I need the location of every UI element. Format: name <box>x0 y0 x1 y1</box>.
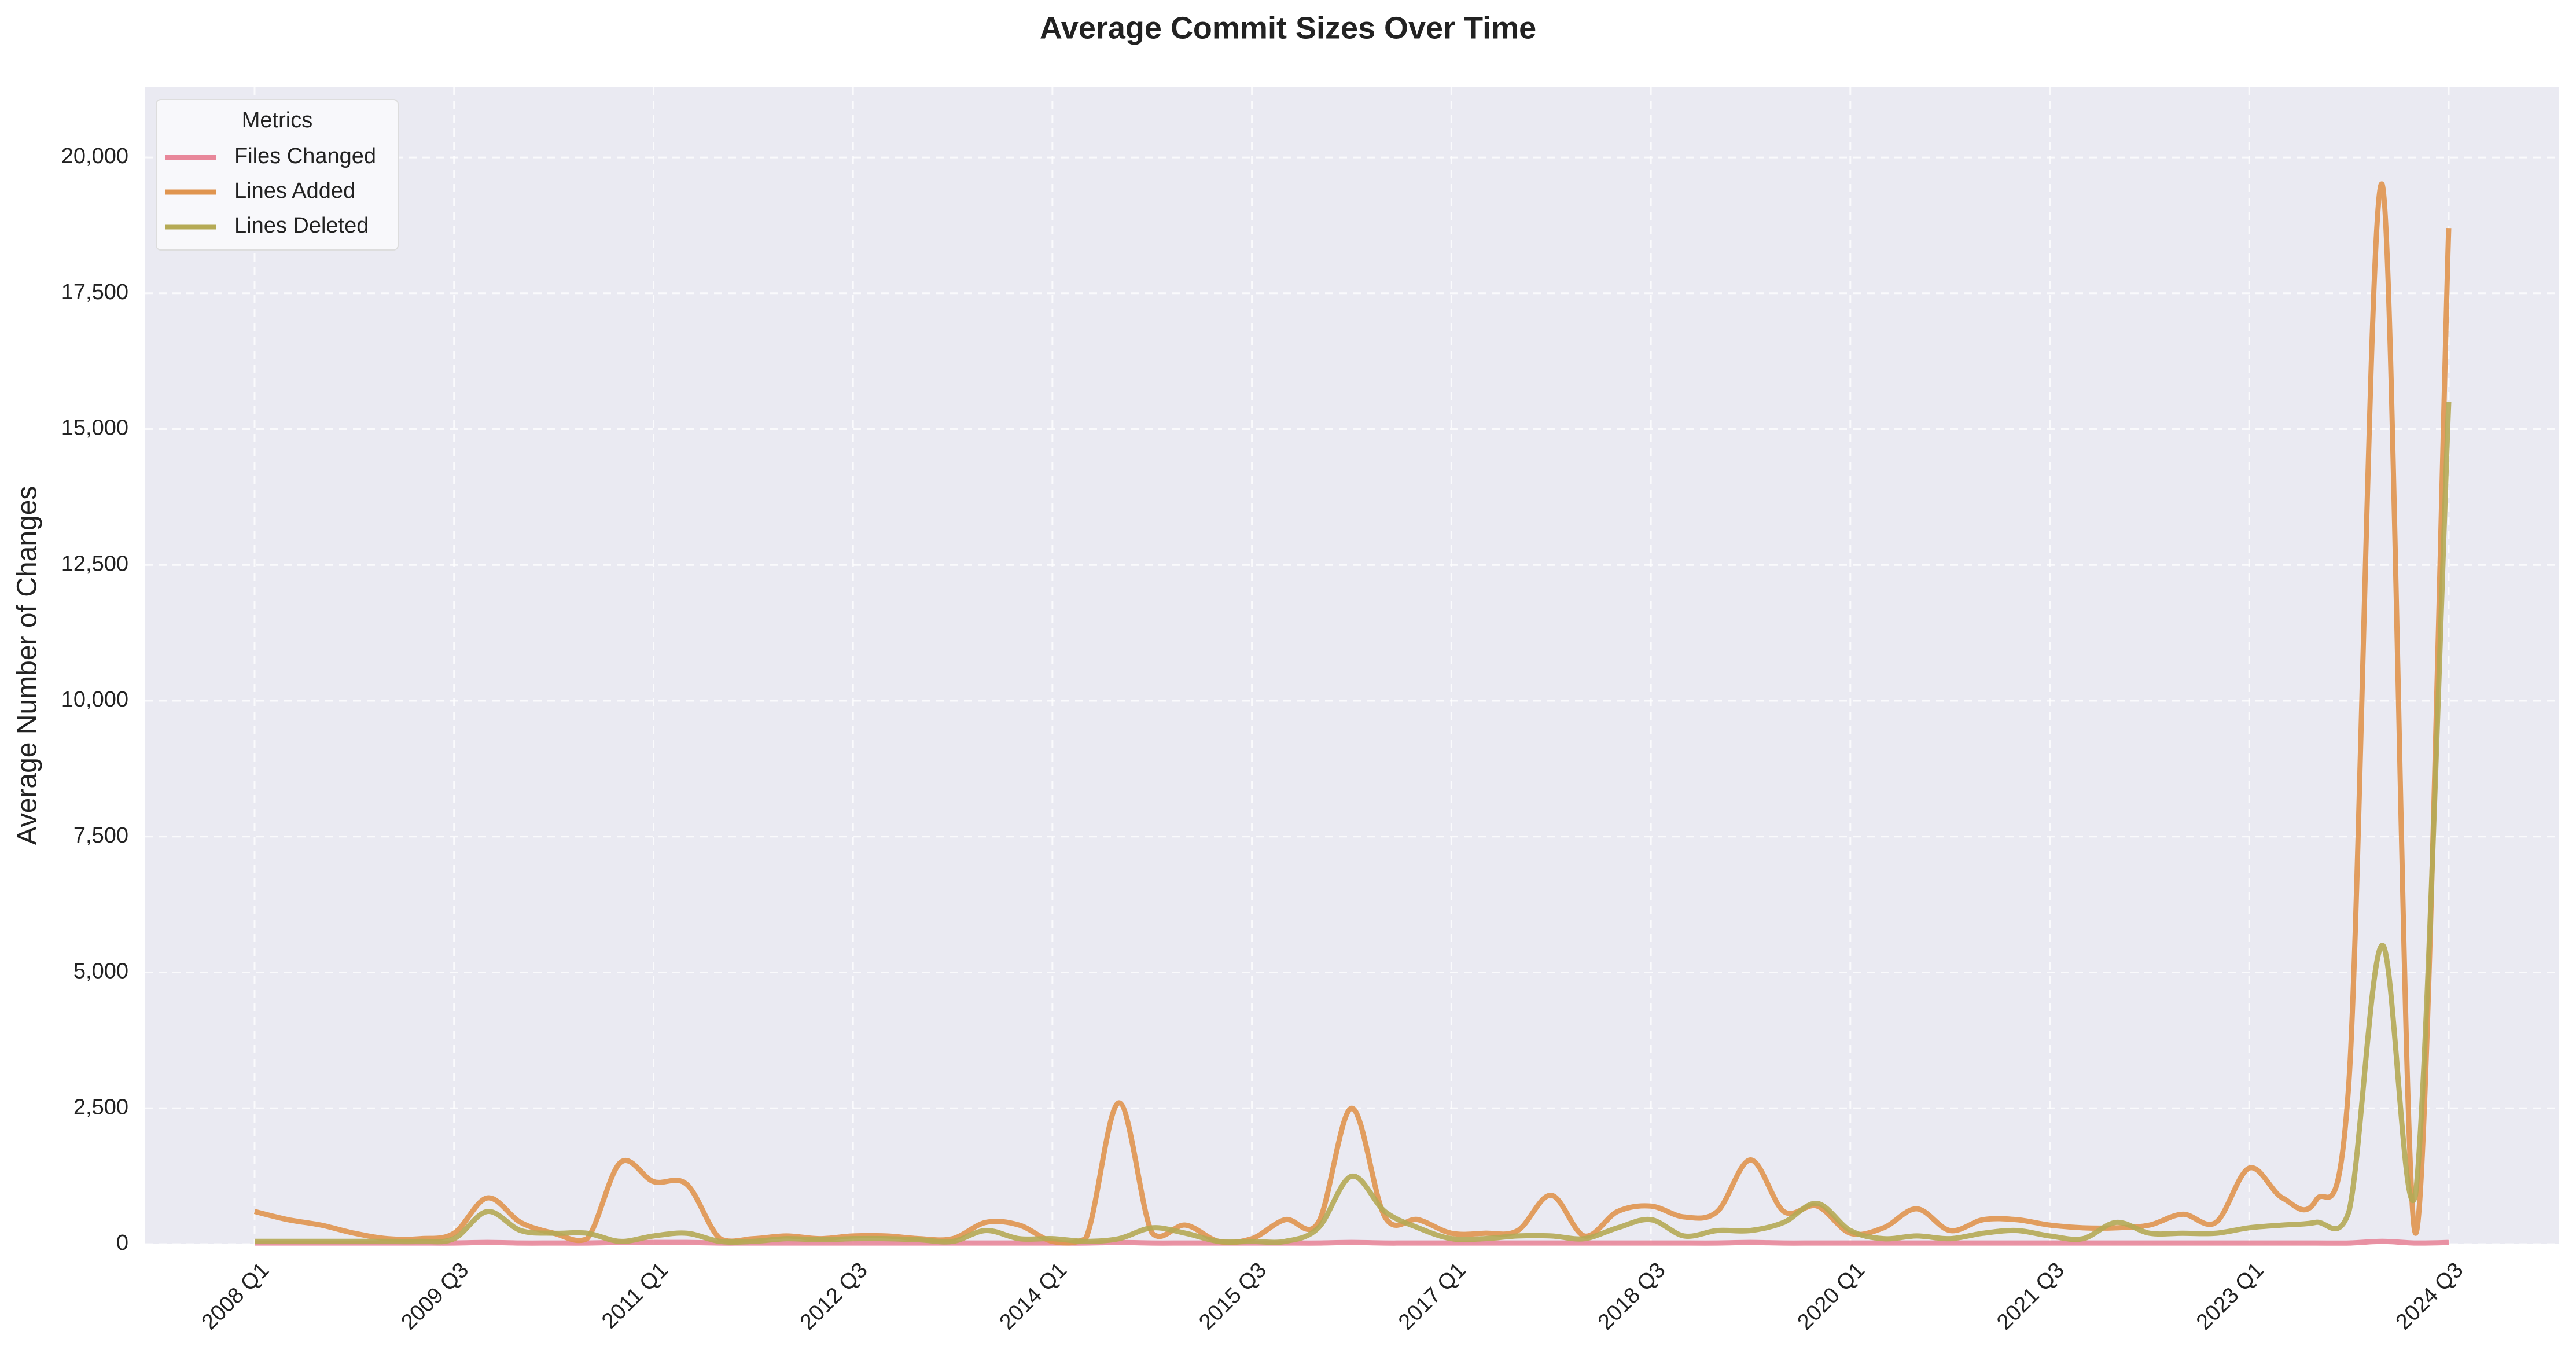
x-tick-label: 2009 Q3 <box>396 1258 473 1335</box>
grid <box>145 87 2559 1245</box>
y-tick-label: 12,500 <box>61 551 128 576</box>
y-tick-label: 17,500 <box>61 280 128 304</box>
x-tick-label: 2024 Q3 <box>2391 1258 2468 1335</box>
chart-title: Average Commit Sizes Over Time <box>1040 10 1536 45</box>
x-tick-label: 2014 Q1 <box>995 1258 1072 1335</box>
y-tick-label: 10,000 <box>61 687 128 712</box>
legend-title: Metrics <box>242 108 312 133</box>
legend-label: Files Changed <box>234 144 376 168</box>
series-line <box>253 181 2452 1246</box>
x-tick-label: 2015 Q3 <box>1194 1258 1271 1335</box>
lines <box>253 181 2452 1246</box>
legend-label: Lines Deleted <box>234 214 369 238</box>
x-tick-label: 2011 Q1 <box>597 1258 673 1334</box>
series-line <box>255 402 2452 1245</box>
y-tick-label: 2,500 <box>73 1095 128 1119</box>
legend: Metrics Files Changed Lines Added Lines Del… <box>156 99 399 251</box>
y-tick-label: 0 <box>116 1231 128 1255</box>
y-axis-label: Average Number of Changes <box>12 486 43 845</box>
y-tick-label: 15,000 <box>61 416 128 440</box>
y-tick-label: 5,000 <box>73 959 128 984</box>
y-tick-label: 7,500 <box>73 823 128 848</box>
x-tick-label: 2021 Q3 <box>1992 1258 2069 1335</box>
x-tick-label: 2023 Q1 <box>2192 1258 2269 1335</box>
x-tick-label: 2012 Q3 <box>796 1258 873 1335</box>
x-tick-label: 2017 Q1 <box>1394 1258 1471 1335</box>
x-tick-label: 2020 Q1 <box>1793 1258 1870 1335</box>
plot-area <box>145 87 2559 1244</box>
legend-label: Lines Added <box>234 179 355 203</box>
x-tick-label: 2008 Q1 <box>197 1258 274 1335</box>
y-tick-label: 20,000 <box>61 144 128 168</box>
legend-box <box>156 99 399 251</box>
x-tick-label: 2018 Q3 <box>1594 1258 1670 1335</box>
